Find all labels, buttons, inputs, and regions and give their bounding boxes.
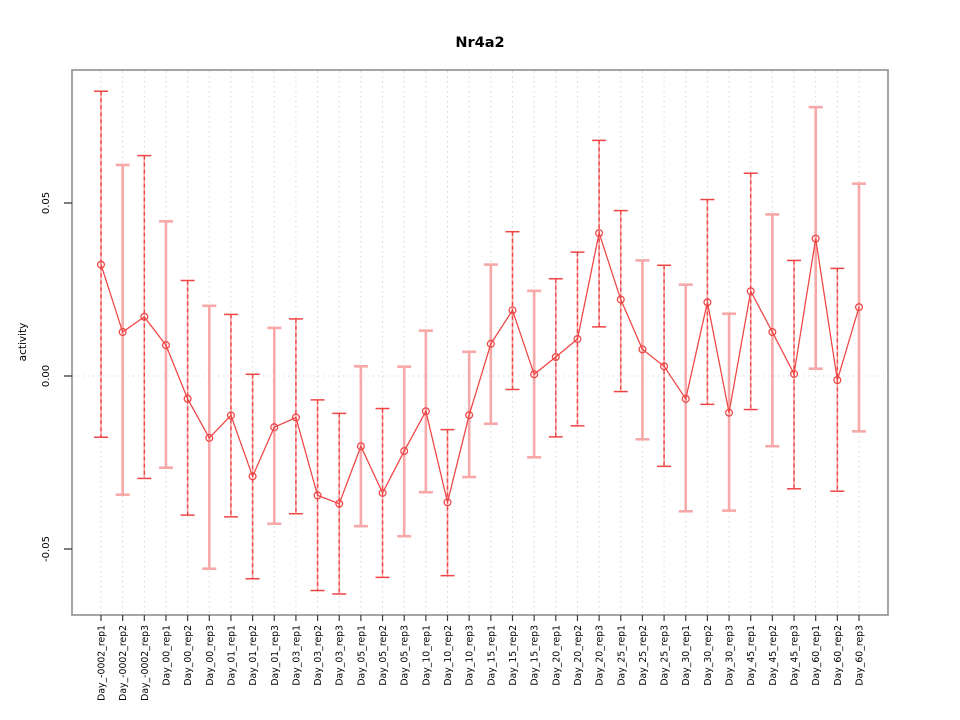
x-tick-label: Day_01_rep2	[248, 625, 259, 686]
data-point	[703, 298, 712, 307]
x-tick-label: Day_25_rep1	[616, 625, 627, 686]
x-tick-label: Day_00_rep3	[205, 625, 216, 686]
data-point	[270, 423, 279, 432]
data-point	[118, 328, 127, 337]
x-tick-label: Day_10_rep3	[465, 625, 476, 686]
x-tick-label: Day_03_rep3	[335, 625, 346, 686]
x-tick-label: Day_30_rep3	[725, 625, 736, 686]
data-point	[96, 260, 106, 269]
data-point	[681, 394, 690, 403]
data-point	[313, 491, 322, 500]
data-point	[638, 345, 647, 354]
data-point	[508, 306, 517, 315]
x-tick-label: Day_20_rep3	[595, 625, 606, 686]
y-tick-label: 0.00	[41, 365, 52, 387]
x-tick-label: Day_01_rep1	[226, 625, 237, 686]
x-tick-label: Day_10_rep1	[421, 625, 432, 686]
data-point	[400, 447, 409, 456]
data-point	[660, 362, 669, 371]
x-tick-label: Day_00_rep1	[161, 625, 172, 686]
data-point	[811, 234, 820, 243]
data-point	[183, 394, 192, 403]
x-tick-label: Day_-0002_rep2	[118, 625, 129, 701]
data-point	[335, 499, 344, 508]
data-point	[356, 442, 365, 451]
x-tick-label: Day_60_rep3	[855, 625, 866, 686]
x-tick-label: Day_25_rep2	[638, 625, 649, 686]
y-tick-label: 0.05	[41, 192, 52, 214]
x-tick-label: Day_15_rep3	[530, 625, 541, 686]
data-point	[378, 488, 387, 497]
x-tick-label: Day_-0002_rep3	[140, 625, 151, 701]
x-tick-label: Day_05_rep2	[378, 625, 389, 686]
data-point	[486, 339, 495, 348]
data-point	[790, 369, 799, 378]
series-line	[100, 230, 860, 505]
x-tick-label: Day_60_rep2	[833, 625, 844, 686]
x-tick-label: Day_30_rep1	[681, 625, 692, 686]
data-point	[616, 295, 625, 304]
x-tick-label: Day_00_rep2	[183, 625, 194, 686]
data-point	[725, 408, 734, 417]
data-point	[248, 472, 257, 481]
x-tick-label: Day_60_rep1	[811, 625, 822, 686]
y-tick-label: -0.05	[41, 536, 52, 562]
data-point	[205, 433, 214, 442]
x-tick-label: Day_25_rep3	[660, 625, 671, 686]
chart-title: Nr4a2	[455, 35, 504, 51]
data-point	[573, 334, 582, 344]
data-point	[595, 229, 604, 238]
x-tick-label: Day_45_rep1	[746, 625, 757, 686]
x-tick-label: Day_01_rep3	[270, 625, 281, 686]
data-point	[465, 411, 474, 420]
x-tick-label: Day_15_rep1	[486, 625, 497, 686]
x-tick-label: Day_45_rep3	[790, 625, 801, 686]
y-axis-title: activity	[17, 323, 29, 362]
data-point	[746, 287, 755, 296]
data-point	[140, 312, 149, 321]
x-tick-label: Day_30_rep2	[703, 625, 714, 686]
x-tick-label: Day_15_rep2	[508, 625, 519, 686]
data-point	[530, 370, 539, 379]
x-tick-label: Day_20_rep2	[573, 625, 584, 686]
x-tick-label: Day_03_rep2	[313, 625, 324, 686]
data-point	[833, 376, 842, 385]
data-point	[551, 352, 560, 361]
data-point	[161, 341, 170, 350]
data-point	[443, 498, 452, 507]
x-tick-label: Day_45_rep2	[768, 625, 779, 686]
x-tick-label: Day_05_rep1	[356, 625, 367, 686]
plot-area: 0.05 0.00 -0.05 Day_-0002_rep1 Day_-0002_rep…	[41, 69, 889, 701]
data-point	[854, 303, 864, 312]
data-point	[291, 413, 300, 422]
x-tick-label: Day_20_rep1	[551, 625, 562, 686]
x-tick-label: Day_-0002_rep1	[97, 625, 108, 701]
x-tick-label: Day_03_rep1	[291, 625, 302, 686]
x-tick-label: Day_10_rep2	[443, 625, 454, 686]
data-point	[226, 411, 235, 420]
x-tick-label: Day_05_rep3	[400, 625, 411, 686]
plot-box	[71, 69, 889, 616]
data-point	[421, 407, 430, 416]
data-point	[768, 328, 777, 337]
